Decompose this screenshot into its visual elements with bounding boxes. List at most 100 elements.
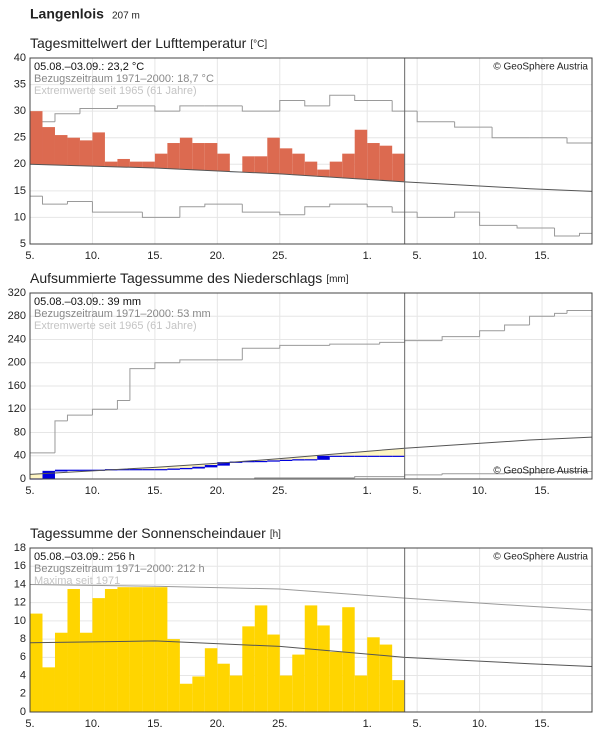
x-tick-label: 15. [534,718,549,729]
extreme-step [66,414,93,421]
chart-title-text: Aufsummierte Tagessumme des Niederschlag… [30,270,322,286]
normal-line [29,640,593,667]
x-tick-label: 25. [272,250,287,262]
extreme-step [554,470,592,473]
extreme-step [329,203,368,207]
deficit-area [154,466,168,470]
temperature-bar [54,135,68,166]
y-tick-label: 10 [14,615,26,627]
extreme-step [329,94,355,106]
y-tick-label: 240 [8,333,26,345]
chart-title-text: Tagessumme der Sonnenscheindauer [30,525,266,541]
temperature-bar [292,153,305,176]
sunshine-bar [142,587,155,712]
x-tick-label: 15. [147,718,162,729]
sunshine-bar [192,676,205,712]
y-tick-label: 40 [14,450,26,462]
x-tick-label: 25. [272,718,287,729]
deficit-area [142,467,155,470]
extreme-step [204,203,243,207]
precipitation-increment [42,471,55,479]
extreme-step [566,137,592,144]
extreme-step [154,362,180,369]
x-tick-label: 10. [85,718,100,729]
sunshine-bar [379,644,393,712]
temperature-bar [154,153,168,169]
sunshine-bar [292,654,305,712]
y-tick-label: 6 [20,651,26,663]
chart-title: Tagessumme der Sonnenscheindauer [h] [30,525,281,541]
y-tick-label: 15 [14,185,26,197]
extreme-step [54,113,80,122]
sunshine-bar [367,637,380,712]
extreme-step [279,212,305,216]
y-tick-label: 80 [14,426,26,438]
temperature-bar [92,132,105,167]
station-elevation: 207 m [112,11,140,22]
extreme-step [391,206,418,213]
precipitation-increment [204,465,218,468]
sunshine-bar [129,587,143,712]
deficit-area [254,460,268,462]
extreme-step [391,100,418,112]
deficit-area [292,457,305,460]
x-tick-label: 1. [363,250,372,262]
x-tick-label: 15. [147,485,162,497]
plot-frame [29,57,593,245]
extreme-step [441,473,505,475]
deficit-area [329,453,343,457]
copyright: © GeoSphere Austria [493,62,588,73]
y-tick-label: 0 [20,706,26,718]
extreme-step [554,228,580,237]
sunshine-bar [342,607,355,712]
x-tick-label: 5. [25,718,34,729]
sunshine-bar [329,651,343,712]
deficit-area [30,474,43,479]
extreme-step [116,105,155,109]
temperature-bar [342,153,355,179]
sunshine-bar [267,634,280,712]
extreme-step [91,408,118,416]
temperature-bar [279,148,293,175]
normal-line [29,436,593,475]
chart-title-text: Tagesmittelwert der Lufttemperatur [30,35,247,51]
temperature-bar [104,161,118,167]
extreme-step [554,312,568,317]
normal-line [29,163,593,192]
extreme-step [516,225,555,229]
extreme-step [416,111,455,123]
extreme-step [279,344,330,349]
chart-unit: [h] [270,529,281,540]
temperature-bar [217,153,230,172]
y-tick-label: 120 [8,403,26,415]
deficit-area [304,456,318,460]
temperature-bar [367,143,380,180]
sunshine-bar [304,605,318,712]
sunshine-bar [279,675,293,712]
y-tick-label: 10 [14,211,26,223]
y-tick-label: 30 [14,105,26,117]
y-tick-label: 12 [14,597,26,609]
plot-frame [29,292,593,480]
extreme-step [579,232,592,237]
deficit-area [192,464,205,468]
x-tick-label: 15. [147,250,162,262]
extreme-step [279,100,305,112]
temperature-bar [179,137,193,170]
y-tick-label: 2 [20,688,26,700]
sunshine-bar [79,632,93,712]
info-text: Extremwerte seit 1965 (61 Jahre) [34,85,197,97]
extreme-step [91,201,143,213]
sunshine-bar [117,587,130,712]
sunshine-bar [104,589,118,712]
x-tick-label: 10. [472,250,487,262]
x-tick-label: 20. [210,250,225,262]
extreme-step [179,206,205,218]
y-tick-label: 18 [14,542,26,554]
x-tick-label: 15. [534,250,549,262]
sunshine-bar [54,632,68,712]
info-text: Extremwerte seit 1965 (61 Jahre) [34,320,197,332]
y-tick-label: 0 [20,473,26,485]
x-tick-label: 10. [85,485,100,497]
